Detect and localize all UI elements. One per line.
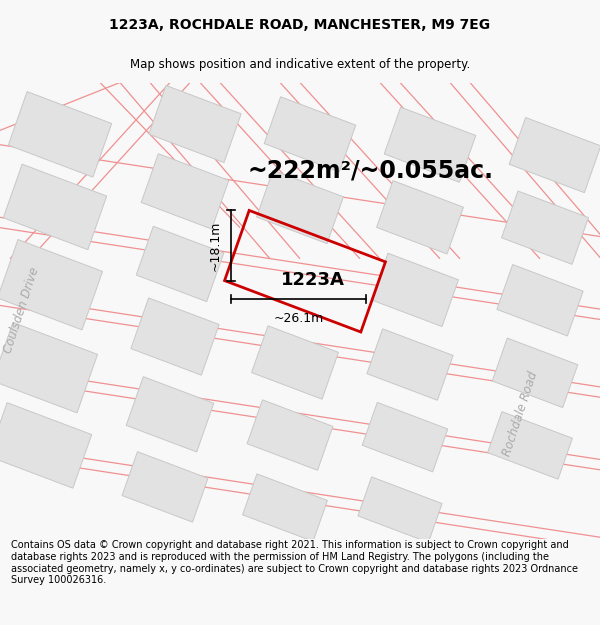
Polygon shape (126, 377, 214, 452)
Polygon shape (251, 326, 338, 399)
Text: 1223A: 1223A (281, 271, 345, 289)
Polygon shape (371, 253, 458, 327)
Polygon shape (122, 452, 208, 522)
Polygon shape (149, 86, 241, 162)
Polygon shape (367, 329, 453, 400)
Polygon shape (384, 107, 476, 182)
Polygon shape (488, 412, 572, 479)
Polygon shape (257, 170, 343, 244)
Polygon shape (502, 191, 589, 264)
Polygon shape (492, 338, 578, 408)
Polygon shape (136, 226, 224, 302)
Text: Map shows position and indicative extent of the property.: Map shows position and indicative extent… (130, 58, 470, 71)
Polygon shape (362, 402, 448, 472)
Text: Coulsden Drive: Coulsden Drive (2, 266, 42, 355)
Polygon shape (8, 92, 112, 177)
Polygon shape (0, 322, 98, 413)
Polygon shape (0, 402, 92, 488)
Text: Rochdale Road: Rochdale Road (500, 370, 540, 458)
Polygon shape (0, 239, 103, 330)
Polygon shape (264, 97, 356, 172)
Text: ~26.1m: ~26.1m (274, 312, 323, 325)
Polygon shape (242, 474, 328, 541)
Text: Contains OS data © Crown copyright and database right 2021. This information is : Contains OS data © Crown copyright and d… (11, 541, 578, 585)
Polygon shape (358, 477, 442, 542)
Polygon shape (131, 298, 219, 375)
Text: ~222m²/~0.055ac.: ~222m²/~0.055ac. (247, 159, 493, 182)
Polygon shape (497, 264, 583, 336)
Polygon shape (509, 118, 600, 192)
Polygon shape (4, 164, 107, 249)
Polygon shape (141, 154, 229, 229)
Text: ~18.1m: ~18.1m (208, 221, 221, 271)
Polygon shape (247, 400, 333, 470)
Text: 1223A, ROCHDALE ROAD, MANCHESTER, M9 7EG: 1223A, ROCHDALE ROAD, MANCHESTER, M9 7EG (109, 18, 491, 32)
Polygon shape (377, 181, 463, 254)
